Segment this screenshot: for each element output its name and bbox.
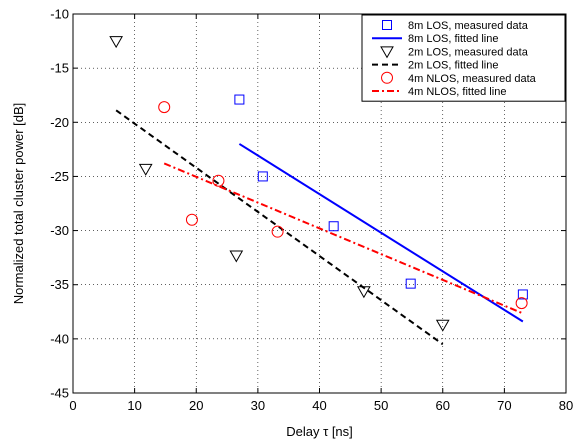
data-point (185, 213, 198, 226)
data-point (435, 319, 450, 332)
x-tick-label: 60 (436, 398, 450, 413)
legend-label: 8m LOS, fitted line (408, 33, 499, 45)
legend-label: 4m NLOS, measured data (408, 73, 537, 85)
x-tick-label: 10 (127, 398, 141, 413)
y-tick-label: -40 (50, 331, 69, 346)
data-point (515, 297, 528, 310)
y-tick-label: -25 (50, 169, 69, 184)
x-axis: 0 10 20 30 40 50 60 70 80 (69, 14, 573, 413)
series-layer (109, 36, 528, 346)
data-point (234, 94, 245, 105)
series-4 (115, 109, 444, 346)
series-6 (163, 162, 523, 314)
fitted-line (115, 109, 444, 346)
data-point (257, 171, 268, 182)
fitted-line (238, 143, 524, 323)
x-tick-label: 80 (559, 398, 573, 413)
data-point (517, 289, 528, 300)
fitted-line (163, 162, 523, 314)
legend-label: 4m NLOS, fitted line (408, 86, 506, 98)
x-tick-label: 40 (312, 398, 326, 413)
legend-box (361, 14, 566, 102)
legend-label: 2m LOS, measured data (408, 46, 529, 58)
legend-marker (382, 20, 392, 30)
legend-label: 2m LOS, fitted line (408, 60, 499, 72)
data-point (109, 36, 123, 49)
x-tick-label: 50 (374, 398, 388, 413)
legend-marker (381, 71, 393, 84)
y-tick-label: -15 (50, 61, 69, 76)
data-point (271, 225, 284, 238)
legend-label: 8m LOS, measured data (408, 20, 529, 32)
x-tick-label: 70 (497, 398, 511, 413)
data-point (138, 163, 153, 176)
series-2 (238, 143, 524, 323)
data-point (405, 278, 416, 289)
data-point (212, 174, 225, 187)
y-axis-label: Normalized total cluster power [dB] (11, 103, 26, 305)
series-5 (158, 101, 528, 310)
data-point (229, 250, 244, 263)
x-tick-label: 30 (251, 398, 265, 413)
y-axis: -45 -40 -35 -30 -25 -20 -15 -10 (50, 7, 566, 401)
x-tick-label: 0 (69, 398, 76, 413)
data-point (328, 221, 339, 232)
plot-frame (72, 13, 567, 394)
y-tick-label: -45 (50, 386, 69, 401)
data-point (158, 101, 171, 114)
series-1 (234, 94, 528, 300)
y-tick-label: -20 (50, 115, 69, 130)
x-tick-label: 20 (189, 398, 203, 413)
y-tick-label: -10 (50, 7, 69, 22)
legend-marker (380, 46, 394, 59)
x-axis-label: Delay τ [ns] (286, 424, 353, 439)
y-tick-label: -30 (50, 223, 69, 238)
y-tick-label: -35 (50, 277, 69, 292)
